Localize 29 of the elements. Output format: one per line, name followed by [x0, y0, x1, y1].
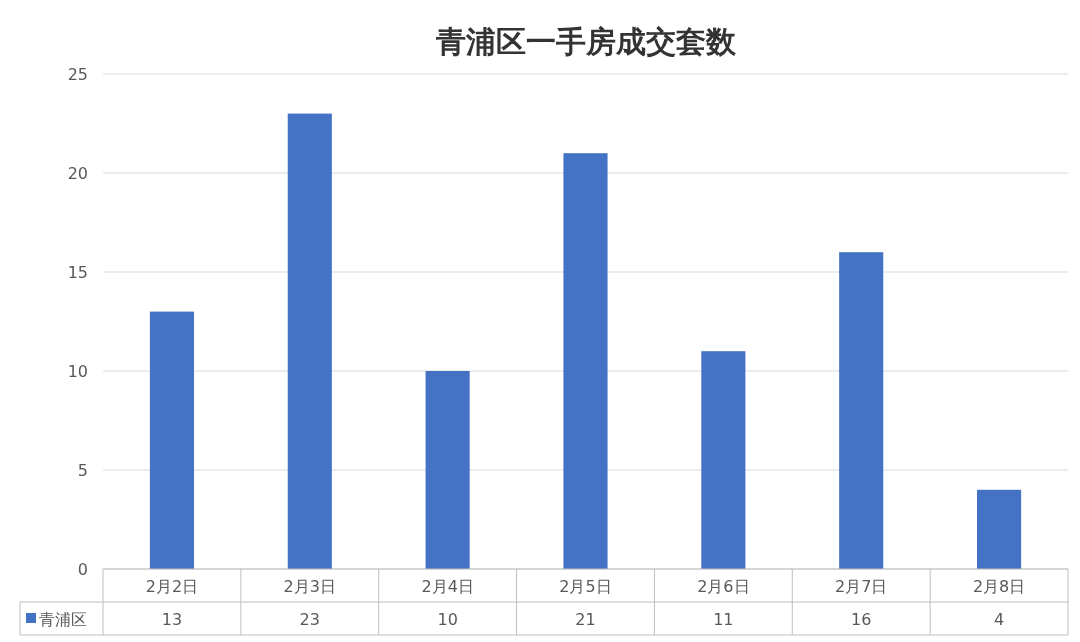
y-tick-label: 0: [77, 560, 88, 579]
x-tick-label: 2月5日: [559, 577, 612, 596]
data-label: 11: [713, 610, 734, 629]
y-tick-label: 20: [67, 164, 88, 183]
bar: [149, 311, 194, 569]
y-tick-label: 25: [67, 65, 88, 84]
data-label: 10: [437, 610, 458, 629]
y-tick-label: 10: [67, 362, 88, 381]
x-tick-label: 2月4日: [421, 577, 474, 596]
data-label: 13: [161, 610, 183, 629]
y-tick-label: 15: [67, 263, 88, 282]
bar: [425, 371, 470, 569]
legend-label: 青浦区: [39, 610, 87, 629]
x-tick-label: 2月3日: [283, 577, 336, 596]
bar: [839, 252, 884, 569]
data-label: 21: [575, 610, 596, 629]
data-label: 16: [851, 610, 872, 629]
bar: [563, 153, 608, 569]
x-tick-label: 2月2日: [145, 577, 199, 596]
bar: [977, 489, 1022, 569]
x-tick-label: 2月8日: [972, 577, 1026, 596]
data-label: 4: [993, 610, 1005, 629]
y-tick-label: 5: [77, 461, 88, 480]
bar: [701, 351, 746, 569]
data-label: 23: [299, 610, 320, 629]
x-tick-label: 2月6日: [697, 577, 750, 596]
bar: [287, 113, 332, 569]
chart-title: 青浦区一手房成交套数: [434, 24, 737, 59]
x-tick-label: 2月7日: [835, 577, 888, 596]
